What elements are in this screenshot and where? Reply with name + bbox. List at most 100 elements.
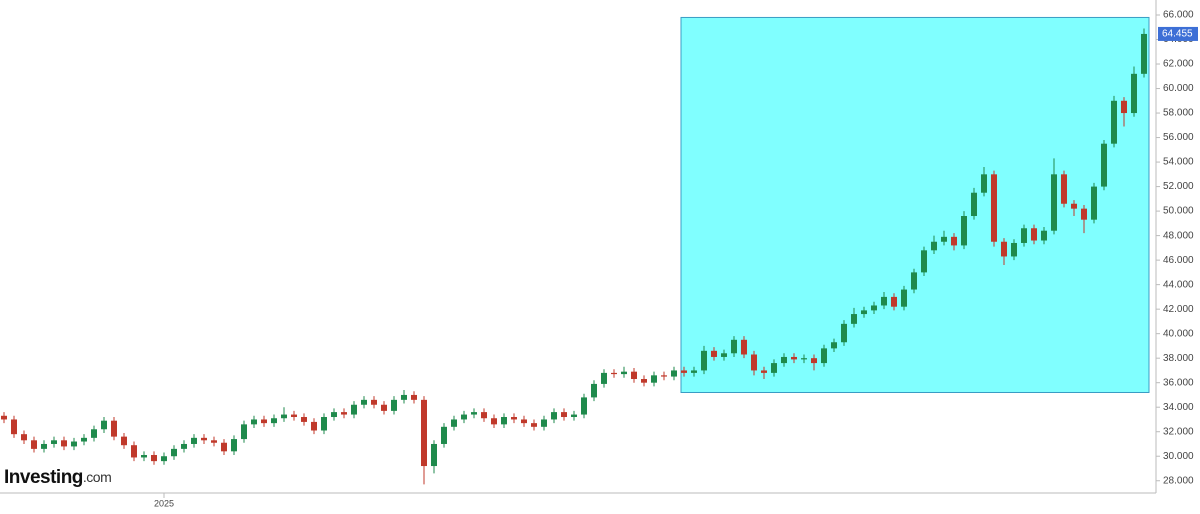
y-tick-label: 52.000 (1163, 181, 1194, 192)
candle-body (831, 342, 837, 349)
y-tick-label: 42.000 (1163, 304, 1194, 315)
y-tick-label: 56.000 (1163, 132, 1194, 143)
candle-body (1131, 73, 1137, 114)
candle-body (941, 236, 947, 242)
candle-body (11, 419, 17, 435)
candle-body (1091, 186, 1097, 220)
candle-body (101, 420, 107, 430)
candle-body (1, 415, 7, 420)
candle-body (631, 371, 637, 380)
candle-body (671, 370, 677, 377)
candle-body (41, 443, 47, 449)
candle-body (661, 375, 667, 377)
candle-body (971, 192, 977, 217)
candle-body (1051, 174, 1057, 231)
candle-body (341, 412, 347, 415)
candle-body (181, 443, 187, 449)
candle-body (291, 414, 297, 418)
candle-body (311, 421, 317, 431)
candle-body (191, 437, 197, 444)
candle-body (91, 429, 97, 438)
y-tick-label: 66.000 (1163, 10, 1194, 21)
candle-body (691, 370, 697, 373)
candle-body (791, 356, 797, 360)
candle-body (281, 414, 287, 419)
y-tick-label: 58.000 (1163, 108, 1194, 119)
y-tick-label: 40.000 (1163, 328, 1194, 339)
candle-body (551, 412, 557, 420)
candle-body (121, 436, 127, 446)
y-tick-label: 30.000 (1163, 451, 1194, 462)
candle-body (571, 414, 577, 418)
candle-body (241, 424, 247, 440)
candle-body (501, 417, 507, 425)
candle-body (741, 339, 747, 355)
y-tick-label: 38.000 (1163, 353, 1194, 364)
candle-body (621, 371, 627, 375)
y-tick-label: 36.000 (1163, 377, 1194, 388)
candle-body (411, 394, 417, 400)
candle-body (951, 236, 957, 246)
candle-body (441, 426, 447, 444)
candle-body (1031, 228, 1037, 241)
candle-body (581, 397, 587, 415)
candle-body (991, 174, 997, 242)
y-tick-label: 34.000 (1163, 402, 1194, 413)
watermark-suffix: .com (83, 469, 111, 485)
candle-body (1121, 100, 1127, 114)
candle-body (161, 456, 167, 462)
y-tick-label: 54.000 (1163, 157, 1194, 168)
candle-body (921, 250, 927, 273)
candle-body (861, 310, 867, 315)
candle-body (611, 372, 617, 375)
candle-body (51, 440, 57, 444)
candle-body (61, 440, 67, 447)
y-tick-label: 50.000 (1163, 206, 1194, 217)
candle-body (81, 437, 87, 442)
candle-body (221, 442, 227, 452)
candle-body (451, 419, 457, 427)
highlight-box (680, 16, 1150, 393)
candle-body (721, 353, 727, 357)
candle-body (891, 296, 897, 307)
y-tick-label: 28.000 (1163, 475, 1194, 486)
candle-body (871, 305, 877, 311)
candle-body (1101, 143, 1107, 187)
candle-body (731, 339, 737, 354)
y-tick-label: 46.000 (1163, 255, 1194, 266)
candle-body (271, 418, 277, 424)
candle-body (771, 363, 777, 373)
candle-body (781, 356, 787, 364)
candle-body (761, 370, 767, 373)
candle-body (901, 289, 907, 307)
candle-body (251, 419, 257, 425)
candle-body (1011, 242, 1017, 257)
candle-body (171, 448, 177, 457)
candle-body (111, 420, 117, 437)
candle-body (1081, 208, 1087, 220)
candle-body (431, 443, 437, 467)
y-tick-label: 32.000 (1163, 426, 1194, 437)
candle-body (131, 445, 137, 458)
watermark: Investing.com (4, 467, 111, 488)
candle-body (681, 370, 687, 373)
candle-body (361, 399, 367, 405)
y-tick-label: 62.000 (1163, 59, 1194, 70)
candle-body (321, 417, 327, 431)
candle-body (801, 358, 807, 360)
candle-body (1041, 230, 1047, 241)
y-tick-label: 60.000 (1163, 83, 1194, 94)
candle-body (981, 174, 987, 193)
candle-body (561, 412, 567, 418)
y-tick-label: 44.000 (1163, 279, 1194, 290)
watermark-brand: Investing (4, 467, 83, 488)
candle-body (1071, 203, 1077, 209)
candle-body (931, 241, 937, 251)
candle-body (71, 441, 77, 447)
candle-body (961, 216, 967, 246)
candle-body (541, 419, 547, 427)
candle-body (201, 437, 207, 441)
candle-body (371, 399, 377, 405)
candle-body (151, 455, 157, 462)
